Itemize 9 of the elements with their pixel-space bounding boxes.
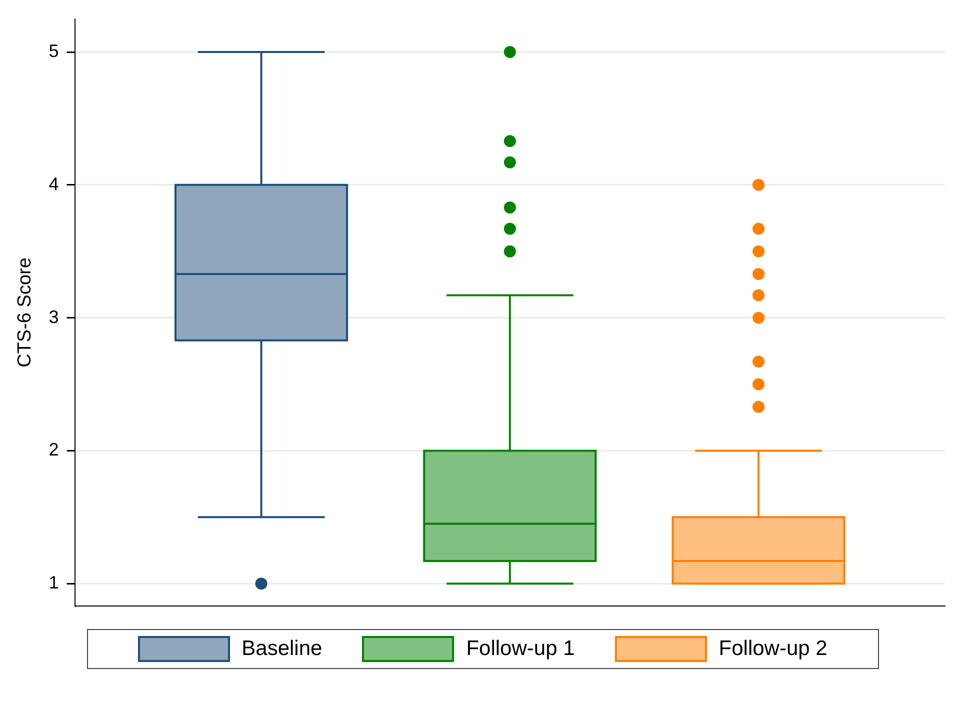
y-tick-label: 2 (48, 440, 59, 460)
legend-label: Baseline (242, 637, 322, 661)
y-tick-label: 4 (48, 174, 59, 194)
y-tick-label: 3 (48, 306, 59, 327)
legend-label: Follow-up 1 (466, 637, 575, 661)
y-axis-title: CTS-6 Score (14, 258, 36, 368)
legend-label: Follow-up 2 (718, 637, 828, 661)
y-tick-label: 1 (48, 572, 59, 593)
y-tick-label: 5 (48, 40, 59, 61)
